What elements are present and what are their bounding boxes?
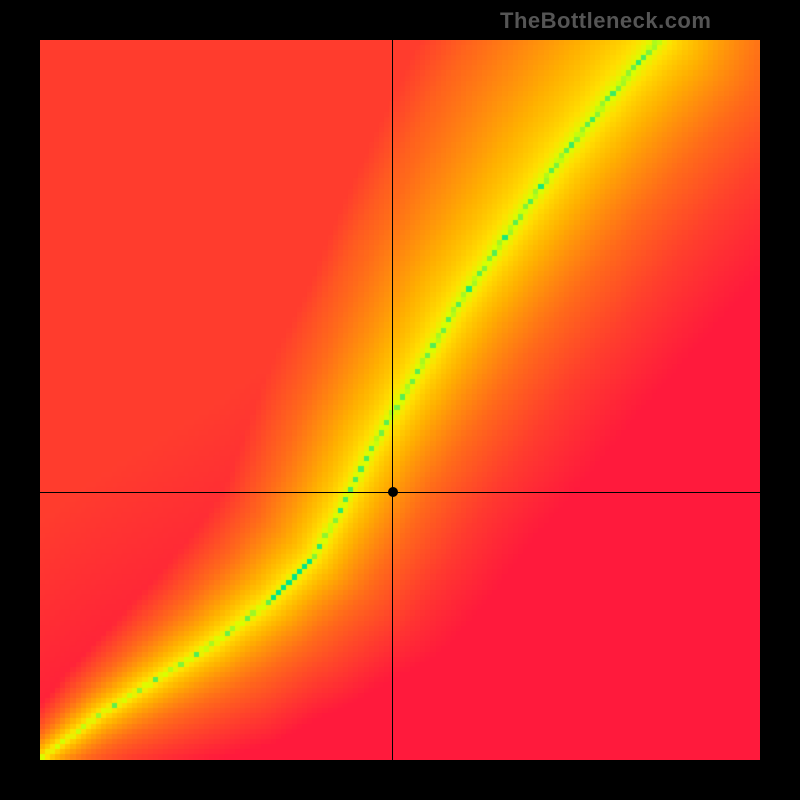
- crosshair-horizontal: [40, 492, 760, 493]
- watermark-text: TheBottleneck.com: [500, 8, 711, 34]
- heatmap-plot: [40, 40, 760, 760]
- outer-frame: TheBottleneck.com: [0, 0, 800, 800]
- crosshair-vertical: [392, 40, 393, 760]
- crosshair-marker: [388, 487, 398, 497]
- heatmap-canvas: [40, 40, 760, 760]
